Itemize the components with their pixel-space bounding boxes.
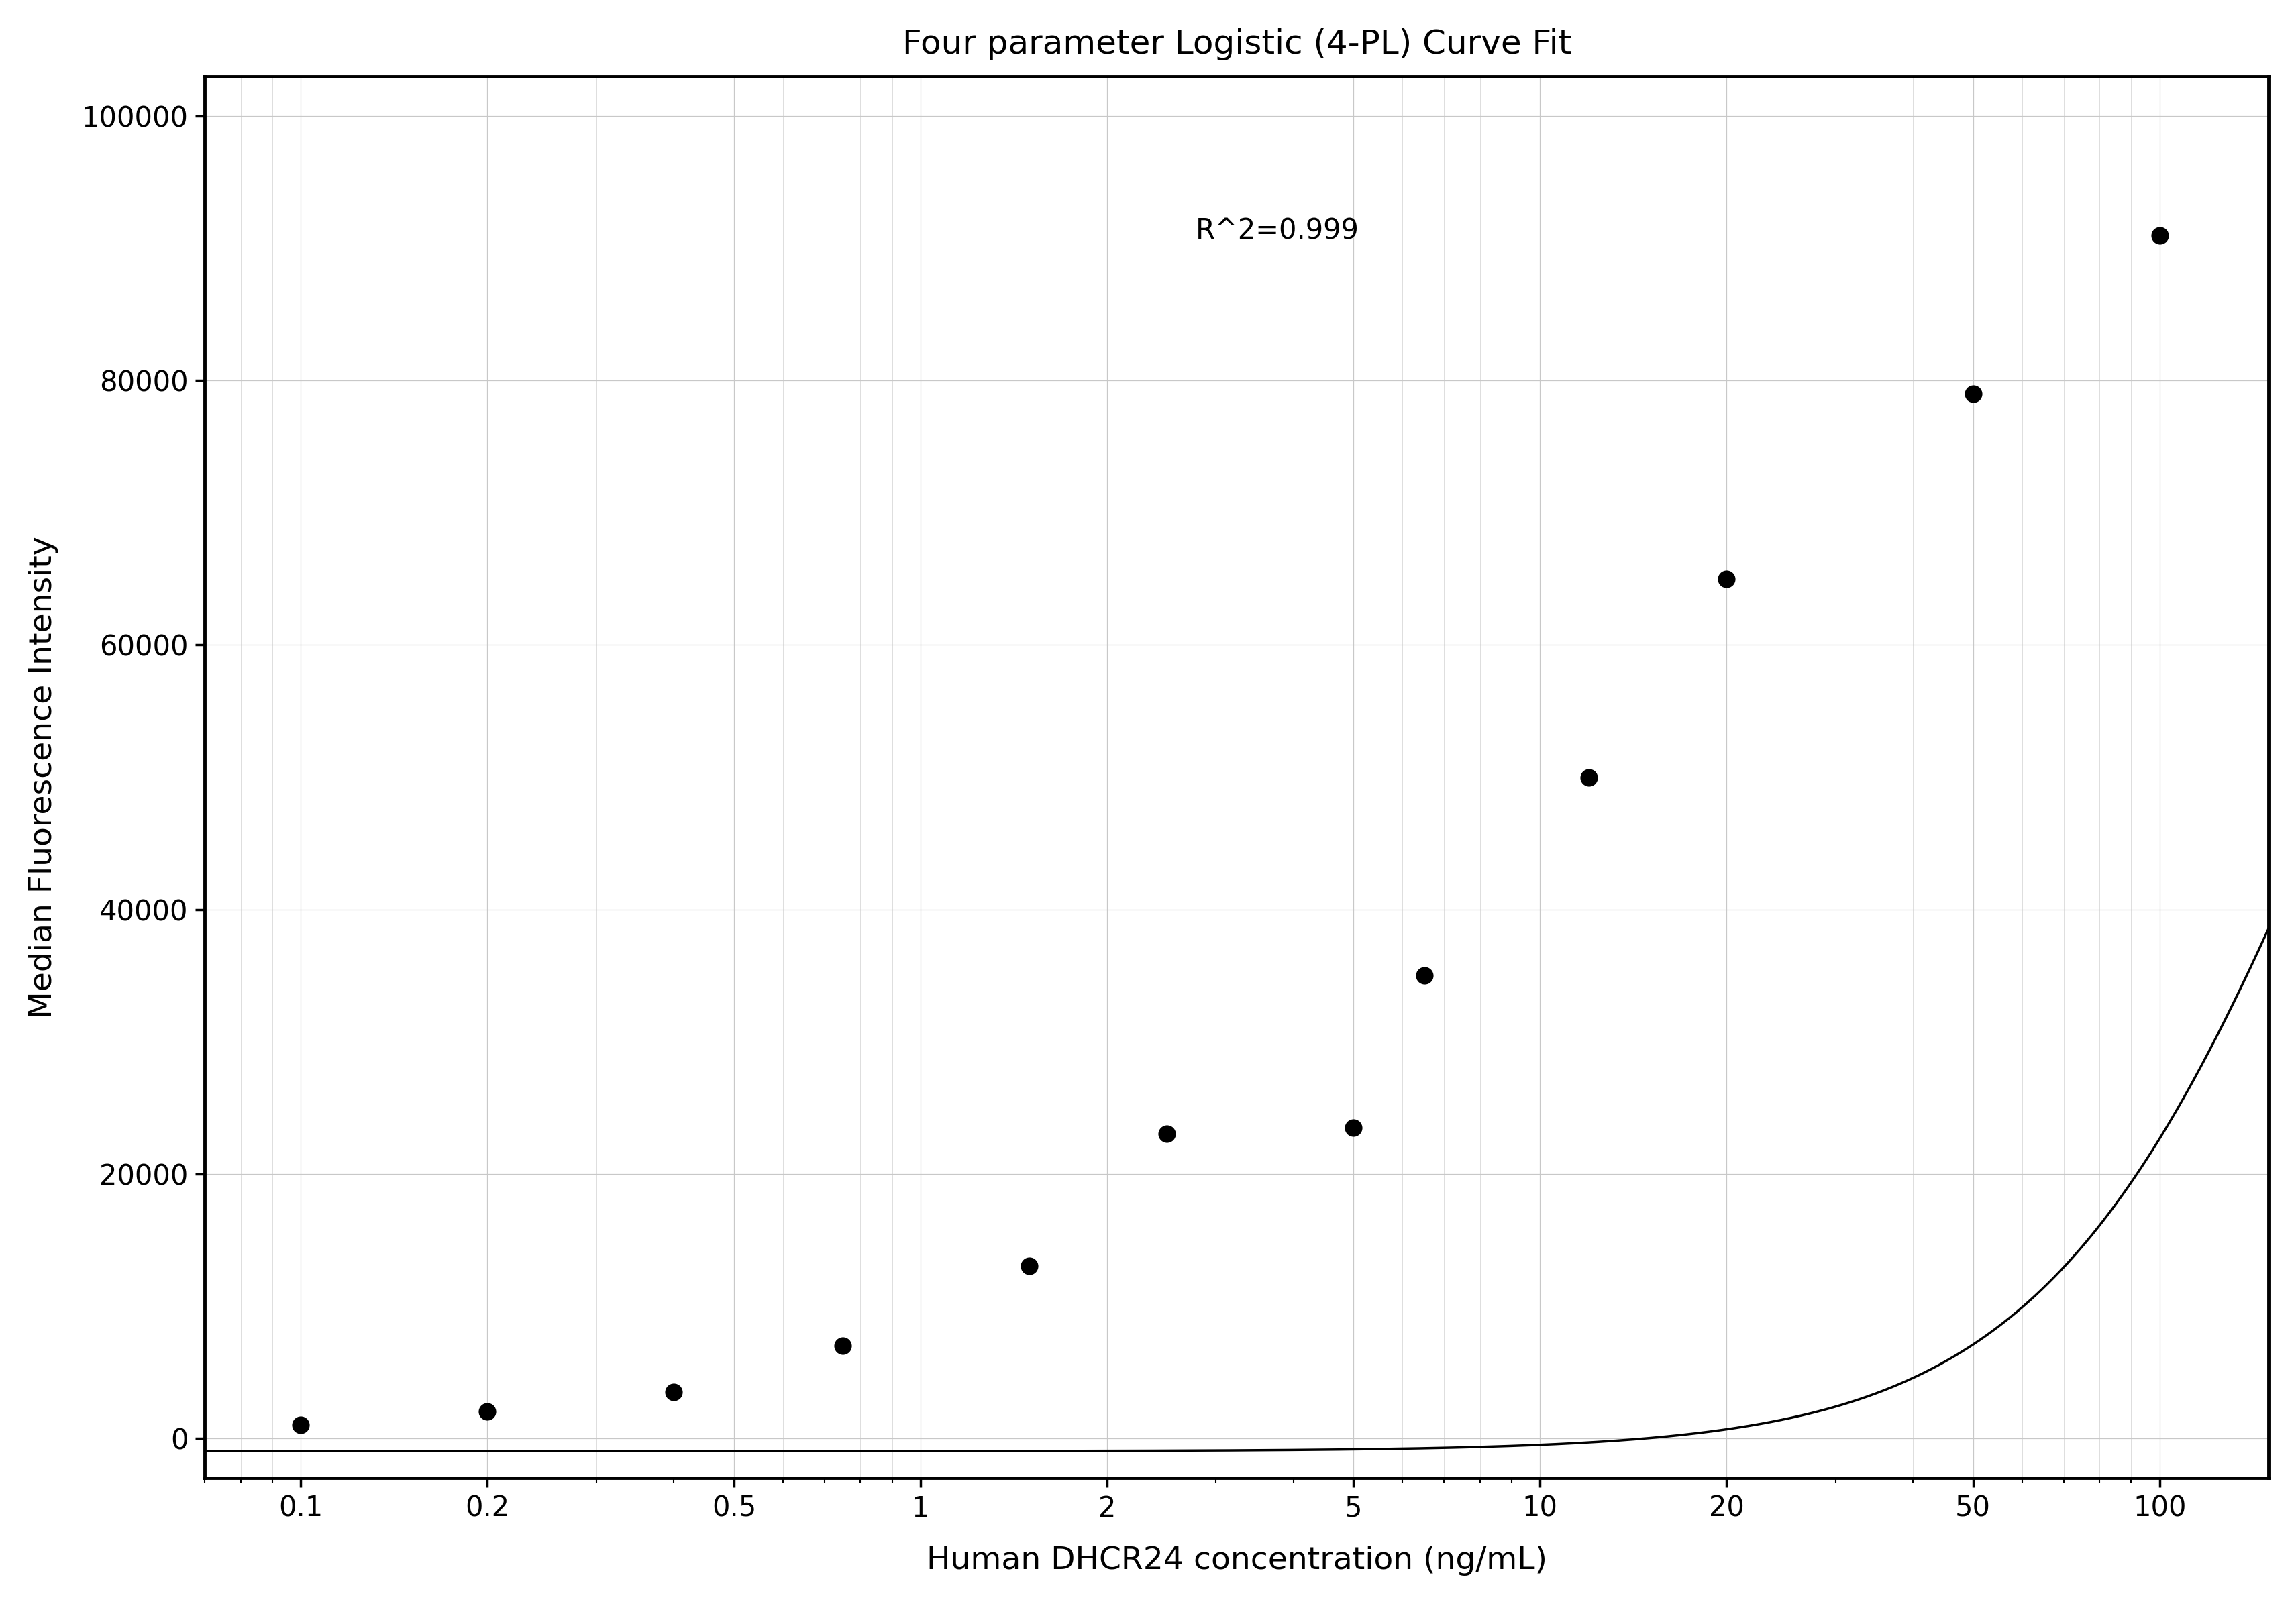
Title: Four parameter Logistic (4-PL) Curve Fit: Four parameter Logistic (4-PL) Curve Fit (902, 27, 1570, 61)
Y-axis label: Median Fluorescence Intensity: Median Fluorescence Intensity (28, 536, 57, 1019)
Point (1405, 962, 1442, 988)
Point (1954, 382, 1991, 407)
Point (1148, 1121, 1185, 1147)
Point (468, 1399, 505, 1424)
Point (1570, 765, 1607, 791)
Point (2140, 223, 2177, 249)
Point (654, 1379, 691, 1405)
X-axis label: Human DHCR24 concentration (ng/mL): Human DHCR24 concentration (ng/mL) (925, 1546, 1548, 1577)
Point (1334, 1115, 1371, 1140)
Point (824, 1333, 861, 1359)
Point (282, 1412, 319, 1437)
Text: R^2=0.999: R^2=0.999 (1196, 217, 1359, 245)
Point (1010, 1253, 1047, 1278)
Point (1708, 566, 1745, 592)
